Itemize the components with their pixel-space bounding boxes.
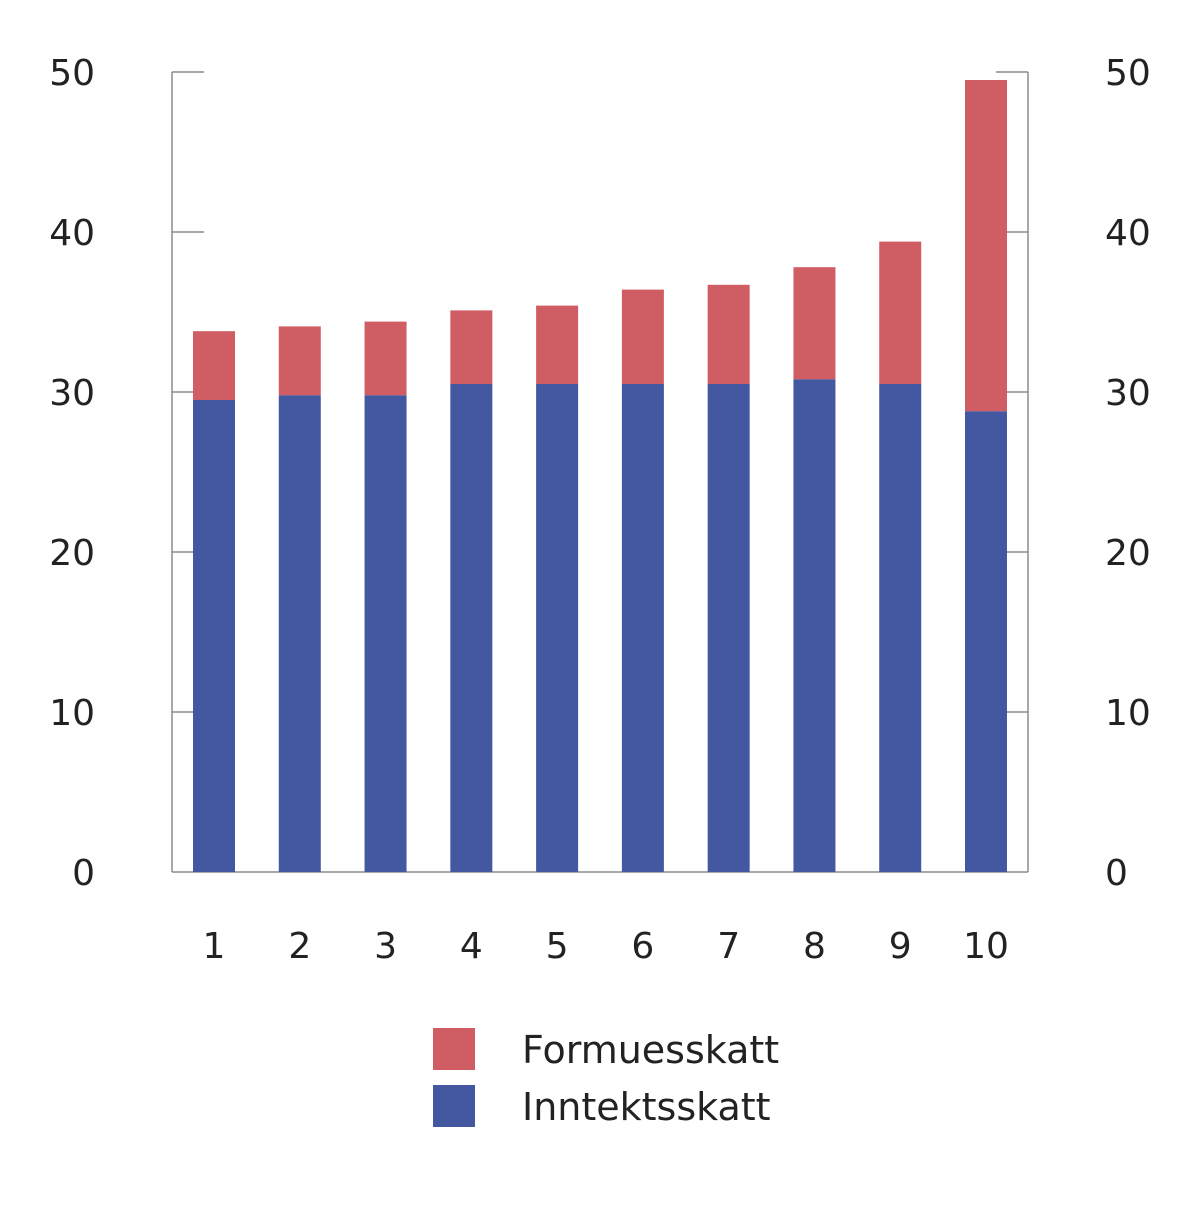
left-y-tick-label: 40: [49, 213, 95, 254]
bar-segment-formuesskatt-1: [193, 331, 235, 400]
left-y-tick-label: 20: [49, 533, 95, 574]
bar-segment-formuesskatt-2: [278, 326, 321, 396]
left-y-tick-label: 50: [49, 53, 95, 94]
left-y-tick-label: 10: [49, 693, 95, 734]
right-y-tick-label: 20: [1105, 533, 1151, 574]
bar-segment-inntektsskatt-2: [278, 395, 321, 872]
bar-segment-formuesskatt-8: [793, 267, 836, 380]
right-y-tick-label: 50: [1105, 53, 1151, 94]
bar-segment-formuesskatt-5: [536, 305, 579, 384]
bar-segment-formuesskatt-3: [364, 321, 407, 396]
bar-segment-inntektsskatt-9: [879, 384, 922, 872]
plot-area: 0 10 20 30 40 50 0 10 20 30 40 50 1 2 3 4 5 6 7 8 9 10: [49, 53, 1151, 967]
bar-segment-formuesskatt-4: [450, 310, 493, 384]
bar-segment-inntektsskatt-8: [793, 379, 836, 872]
bar-segment-inntektsskatt-4: [450, 384, 493, 872]
x-tick-label: 6: [631, 926, 654, 967]
left-tick-group: 0 10 20 30 40 50: [49, 53, 204, 894]
x-tick-label: 10: [963, 926, 1009, 967]
x-tick-label: 9: [889, 926, 912, 967]
left-y-tick-label: 0: [72, 853, 95, 894]
bar-segment-formuesskatt-7: [707, 284, 750, 384]
x-tick-label: 3: [374, 926, 397, 967]
x-tick-label: 8: [803, 926, 826, 967]
x-tick-label-group: 1 2 3 4 5 6 7 8 9 10: [203, 926, 1009, 967]
x-tick-label: 7: [717, 926, 740, 967]
x-tick-label: 1: [203, 926, 226, 967]
bar-segment-inntektsskatt-1: [193, 400, 235, 872]
right-y-tick-label: 0: [1105, 853, 1128, 894]
legend-swatch-inntektsskatt: [433, 1085, 475, 1127]
left-y-tick-label: 30: [49, 373, 95, 414]
x-tick-label: 5: [546, 926, 569, 967]
bar-segment-formuesskatt-6: [621, 289, 664, 384]
bar-segment-formuesskatt-9: [879, 241, 922, 384]
bar-segment-inntektsskatt-3: [364, 395, 407, 872]
bar-segment-inntektsskatt-6: [621, 384, 664, 872]
legend-label-formuesskatt: Formuesskatt: [522, 1028, 779, 1072]
legend: Formuesskatt Inntektsskatt: [433, 1028, 779, 1129]
x-tick-label: 4: [460, 926, 483, 967]
bar-segment-inntektsskatt-5: [536, 384, 579, 872]
bar-segment-inntektsskatt-10: [965, 411, 1007, 872]
right-y-tick-label: 40: [1105, 213, 1151, 254]
right-tick-group: 0 10 20 30 40 50: [996, 53, 1151, 894]
bar-segment-formuesskatt-10: [965, 80, 1007, 412]
bar-group: [193, 80, 1007, 872]
right-y-tick-label: 10: [1105, 693, 1151, 734]
right-y-tick-label: 30: [1105, 373, 1151, 414]
x-tick-label: 2: [288, 926, 311, 967]
legend-label-inntektsskatt: Inntektsskatt: [522, 1085, 771, 1129]
bar-segment-inntektsskatt-7: [707, 384, 750, 872]
legend-swatch-formuesskatt: [433, 1028, 475, 1070]
